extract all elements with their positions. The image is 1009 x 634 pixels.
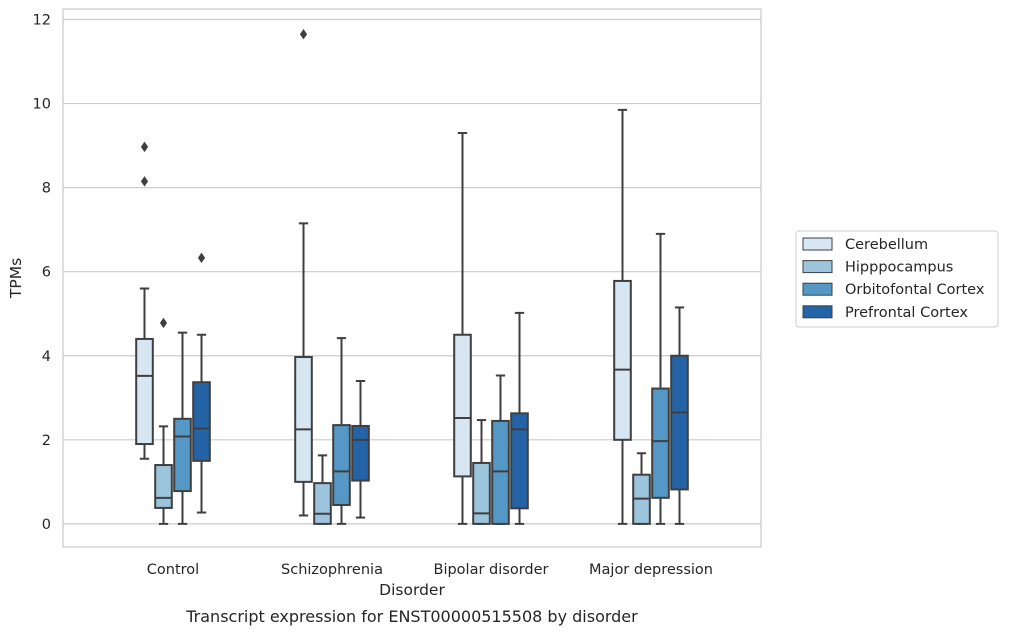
outlier-point — [159, 317, 168, 329]
legend-swatch — [802, 260, 833, 274]
y-axis-label: TPMs — [7, 258, 25, 299]
box-body — [192, 381, 211, 462]
box-cerebellum-bipolar-disorder — [453, 131, 472, 525]
x-axis-label: Disorder — [379, 581, 445, 599]
box-body — [453, 333, 472, 478]
box-cerebellum-schizophrenia — [294, 29, 313, 517]
box-hipppocampus-major-depression — [632, 452, 651, 525]
y-tick-label: 2 — [42, 433, 51, 449]
box-prefrontal-cortex-bipolar-disorder — [510, 311, 529, 525]
box-body — [154, 464, 173, 509]
legend-label: Cerebellum — [845, 237, 928, 253]
box-cerebellum-control — [135, 141, 154, 460]
box-cerebellum-major-depression — [613, 108, 632, 525]
box-prefrontal-cortex-major-depression — [670, 306, 689, 525]
box-orbitofontal-cortex-bipolar-disorder — [491, 374, 510, 525]
box-hipppocampus-schizophrenia — [313, 454, 332, 525]
box-prefrontal-cortex-control — [192, 252, 211, 514]
x-tick-label: Schizophrenia — [281, 562, 383, 578]
box-orbitofontal-cortex-control — [173, 331, 192, 525]
y-tick-label: 12 — [33, 13, 51, 29]
y-tick-label: 8 — [42, 181, 51, 197]
legend-swatch — [802, 237, 833, 251]
tick-labels: 0 2 4 6 8 10 12 Control Schizophrenia Bipolar dis… — [33, 13, 713, 578]
box-groups — [135, 29, 689, 525]
box-body — [472, 461, 491, 525]
legend-swatch — [802, 282, 833, 296]
box-body — [294, 356, 313, 483]
chart-caption: Transcript expression for ENST0000051550… — [185, 607, 638, 626]
box-body — [173, 417, 192, 493]
outlier-point — [299, 29, 308, 40]
box-hipppocampus-control — [154, 317, 173, 525]
y-tick-label: 10 — [33, 97, 51, 113]
box-body — [651, 387, 670, 499]
plot-frame — [62, 8, 762, 548]
box-body — [313, 482, 332, 525]
box-body — [613, 279, 632, 441]
x-tick-label: Bipolar disorder — [434, 562, 549, 578]
box-orbitofontal-cortex-schizophrenia — [332, 337, 351, 525]
box-body — [135, 337, 154, 446]
box-hipppocampus-bipolar-disorder — [472, 419, 491, 525]
legend-frame — [795, 230, 999, 328]
legend-label: Prefrontal Cortex — [845, 305, 968, 321]
box-prefrontal-cortex-schizophrenia — [351, 379, 370, 519]
legend: Cerebellum Hipppocampus Orbitofontal Corte… — [795, 230, 999, 328]
y-tick-label: 4 — [42, 349, 51, 365]
y-tick-label: 0 — [42, 517, 51, 533]
box-orbitofontal-cortex-major-depression — [651, 232, 670, 525]
outlier-point — [197, 252, 206, 264]
box-body — [491, 419, 510, 525]
box-body — [670, 354, 689, 491]
x-tick-label: Major depression — [589, 562, 713, 578]
x-tick-label: Control — [147, 562, 199, 578]
legend-swatch — [802, 305, 833, 319]
legend-label: Hipppocampus — [845, 260, 953, 276]
legend-label: Orbitofontal Cortex — [845, 282, 985, 298]
box-body — [351, 424, 370, 482]
outlier-point — [140, 176, 149, 187]
box-body — [510, 412, 529, 510]
y-tick-label: 6 — [42, 265, 51, 281]
box-body — [332, 424, 351, 506]
outlier-point — [140, 141, 149, 153]
